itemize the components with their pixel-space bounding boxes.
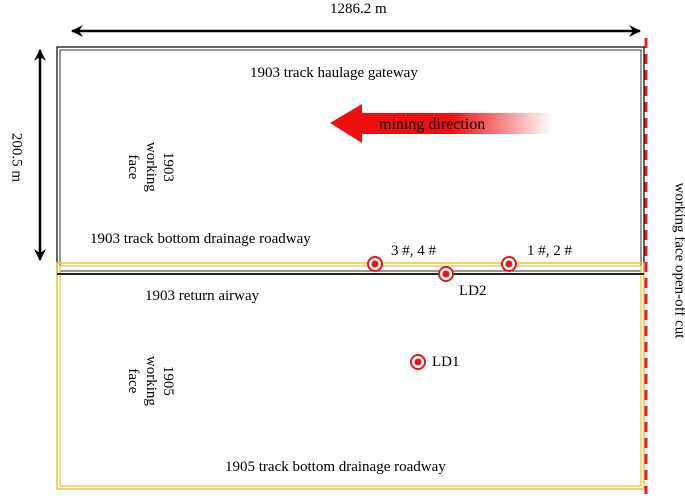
panel-1905-outer: [56, 262, 645, 490]
bottom-drainage-1903-label: 1903 track bottom drainage roadway: [90, 231, 311, 247]
face-1905-line1: 1905: [159, 365, 176, 396]
face-1905-line2: working: [142, 355, 159, 406]
station-marker-1-2: [501, 256, 517, 272]
mining-direction-arrow: [330, 104, 552, 143]
station-1-2-label: 1 #, 2 #: [527, 243, 572, 259]
face-1903-line2: working: [142, 141, 159, 192]
station-marker-ld1: [410, 354, 426, 370]
mining-direction-label: mining direction: [379, 116, 486, 133]
open-off-cut-label: working face open-off cut: [671, 182, 685, 339]
height-label: 200.5 m: [8, 132, 25, 183]
ld1-label: LD1: [432, 354, 460, 370]
return-airway-label: 1903 return airway: [145, 288, 260, 304]
station-3-4-label: 3 #, 4 #: [391, 243, 436, 259]
panel-1903-inner: [59, 49, 642, 272]
panel-1905-inner: [59, 265, 642, 487]
face-1905-line3: face: [125, 368, 142, 394]
station-marker-3-4: [367, 256, 383, 272]
station-marker-ld2: [438, 266, 454, 282]
width-label: 1286.2 m: [330, 1, 387, 17]
haulage-gateway-label: 1903 track haulage gateway: [250, 65, 418, 81]
face-1905-label: 1905 working face: [124, 339, 176, 423]
ld2-label: LD2: [459, 283, 487, 299]
face-1903-label: 1903 working face: [124, 125, 176, 209]
bottom-drainage-1905-label: 1905 track bottom drainage roadway: [225, 459, 446, 475]
face-1903-line3: face: [125, 154, 142, 180]
face-1903-line1: 1903: [159, 151, 176, 182]
